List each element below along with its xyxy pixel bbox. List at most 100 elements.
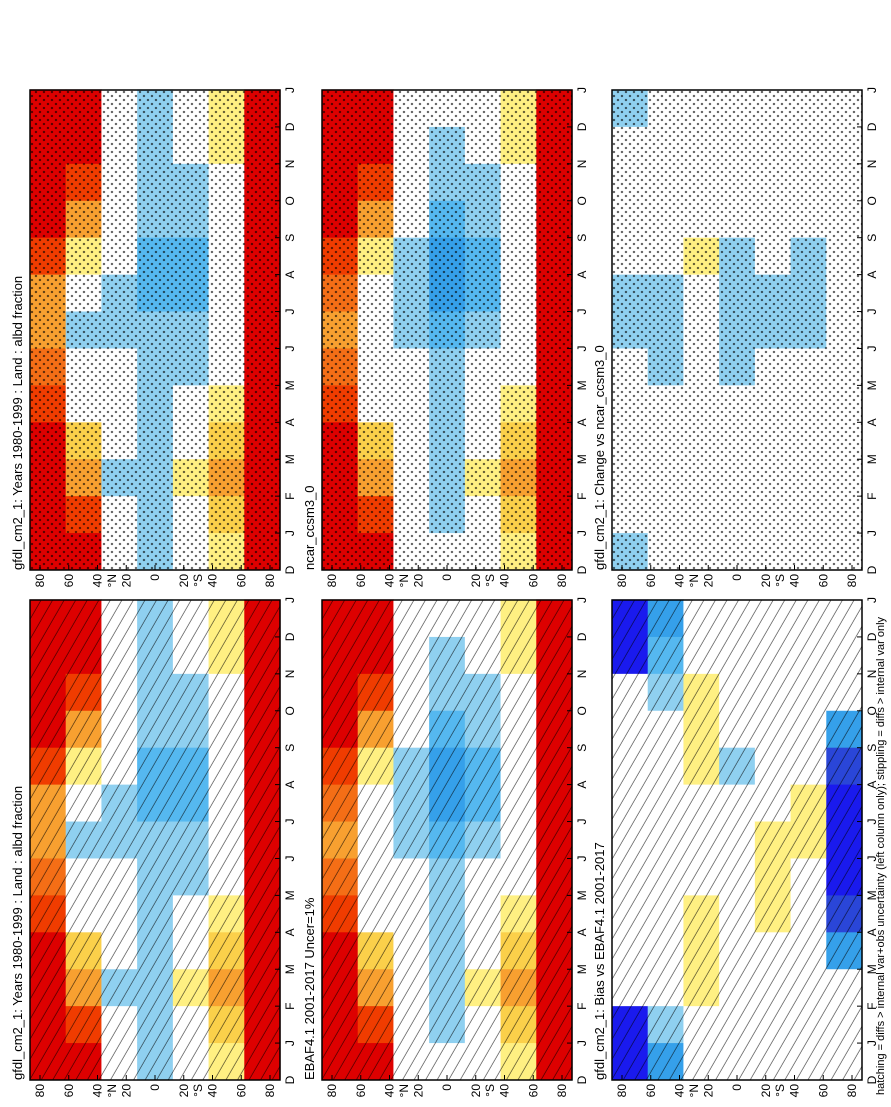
x-tick-label: D bbox=[865, 565, 879, 574]
hemisphere-north-label: °N bbox=[687, 574, 701, 587]
y-tick-label: 0 bbox=[730, 574, 744, 581]
y-tick-label: 60 bbox=[62, 574, 76, 588]
x-tick-label: M bbox=[283, 454, 297, 464]
y-tick-label: 20 bbox=[759, 1084, 773, 1098]
y-tick-label: 20 bbox=[759, 574, 773, 588]
x-tick-label: N bbox=[283, 670, 297, 679]
x-tick-label: J bbox=[283, 1040, 297, 1046]
x-tick-label: F bbox=[865, 1002, 879, 1009]
x-tick-label: J bbox=[865, 1040, 879, 1046]
x-tick-label: D bbox=[283, 1075, 297, 1084]
x-tick-label: J bbox=[865, 530, 879, 536]
heatmap-panel-2: gfdl_cm2_1: Bias vs EBAF4.1 2001-2017 D J F… bbox=[592, 597, 879, 1097]
x-tick-label: M bbox=[865, 964, 879, 974]
hemisphere-north-label: °N bbox=[105, 1084, 119, 1097]
y-tick-label: 20 bbox=[177, 1084, 191, 1098]
x-tick-label: O bbox=[865, 196, 879, 205]
x-tick-label: J bbox=[575, 345, 589, 351]
x-tick-label: F bbox=[575, 492, 589, 499]
x-tick-label: O bbox=[283, 196, 297, 205]
footer-note: hatching = diffs > internal var+obs unce… bbox=[875, 616, 887, 1095]
y-tick-label: 0 bbox=[730, 1084, 744, 1091]
y-tick-label: 20 bbox=[119, 1084, 133, 1098]
x-tick-label: S bbox=[575, 744, 589, 752]
x-tick-label: A bbox=[575, 271, 589, 279]
x-tick-label: M bbox=[865, 454, 879, 464]
y-tick-label: 60 bbox=[644, 1084, 658, 1098]
x-tick-label: O bbox=[283, 706, 297, 715]
panel-title: gfdl_cm2_1: Years 1980-1999 : Land : alb… bbox=[10, 276, 25, 570]
x-tick-label: J bbox=[575, 87, 589, 93]
x-tick-label: D bbox=[575, 632, 589, 641]
x-tick-label: A bbox=[283, 928, 297, 936]
x-tick-label: M bbox=[283, 890, 297, 900]
y-tick-label: 40 bbox=[206, 1084, 220, 1098]
y-tick-label: 40 bbox=[673, 574, 687, 588]
y-tick-label: 60 bbox=[526, 1084, 540, 1098]
x-tick-label: D bbox=[865, 632, 879, 641]
x-tick-label: J bbox=[575, 1040, 589, 1046]
y-tick-label: 40 bbox=[788, 574, 802, 588]
x-tick-label: J bbox=[575, 597, 589, 603]
y-tick-label: 80 bbox=[263, 1084, 277, 1098]
panel-title: gfdl_cm2_1: Change vs ncar_ccsm3_0 bbox=[592, 345, 607, 570]
x-tick-label: A bbox=[283, 781, 297, 789]
x-tick-label: S bbox=[865, 234, 879, 242]
x-tick-label: D bbox=[865, 122, 879, 131]
y-tick-label: 0 bbox=[148, 574, 162, 581]
y-tick-label: 20 bbox=[469, 574, 483, 588]
overlay-hatching bbox=[30, 600, 280, 1080]
y-tick-label: 20 bbox=[119, 574, 133, 588]
x-tick-label: J bbox=[865, 819, 879, 825]
x-tick-label: A bbox=[575, 781, 589, 789]
x-tick-label: A bbox=[575, 928, 589, 936]
x-tick-label: M bbox=[575, 380, 589, 390]
x-tick-label: J bbox=[283, 345, 297, 351]
x-tick-label: D bbox=[283, 565, 297, 574]
x-tick-label: M bbox=[283, 380, 297, 390]
x-tick-label: J bbox=[865, 87, 879, 93]
hemisphere-south-label: °S bbox=[483, 574, 497, 587]
y-tick-label: 40 bbox=[673, 1084, 687, 1098]
x-tick-label: F bbox=[575, 1002, 589, 1009]
x-tick-label: D bbox=[283, 122, 297, 131]
y-tick-label: 60 bbox=[234, 574, 248, 588]
x-tick-label: D bbox=[865, 1075, 879, 1084]
x-tick-label: F bbox=[283, 1002, 297, 1009]
x-tick-label: J bbox=[283, 597, 297, 603]
x-tick-label: J bbox=[283, 309, 297, 315]
x-tick-label: A bbox=[865, 781, 879, 789]
hemisphere-north-label: °N bbox=[687, 1084, 701, 1097]
x-tick-label: D bbox=[283, 632, 297, 641]
x-tick-label: J bbox=[865, 855, 879, 861]
x-tick-label: J bbox=[865, 309, 879, 315]
x-tick-label: O bbox=[575, 706, 589, 715]
y-tick-label: 80 bbox=[263, 574, 277, 588]
x-tick-label: S bbox=[283, 234, 297, 242]
panel-title: gfdl_cm2_1: Bias vs EBAF4.1 2001-2017 bbox=[592, 842, 607, 1080]
y-tick-label: 60 bbox=[354, 574, 368, 588]
heatmap-panel-1: EBAF4.1 2001-2017 Uncer=1% D J F M A M J J A S O N D J… bbox=[302, 597, 589, 1097]
y-tick-label: 80 bbox=[33, 1084, 47, 1098]
x-tick-label: J bbox=[575, 855, 589, 861]
x-tick-label: N bbox=[575, 160, 589, 169]
overlay-stippling bbox=[30, 90, 280, 570]
x-tick-label: M bbox=[575, 890, 589, 900]
x-tick-label: O bbox=[865, 706, 879, 715]
x-tick-label: N bbox=[283, 160, 297, 169]
y-tick-label: 60 bbox=[234, 1084, 248, 1098]
x-tick-label: F bbox=[283, 492, 297, 499]
x-tick-label: D bbox=[575, 565, 589, 574]
x-tick-label: A bbox=[283, 418, 297, 426]
hemisphere-south-label: °S bbox=[773, 1084, 787, 1097]
y-tick-label: 80 bbox=[845, 574, 859, 588]
x-tick-label: J bbox=[283, 530, 297, 536]
x-tick-label: A bbox=[575, 418, 589, 426]
x-tick-label: J bbox=[575, 819, 589, 825]
y-tick-label: 40 bbox=[383, 1084, 397, 1098]
y-tick-label: 80 bbox=[325, 1084, 339, 1098]
y-tick-label: 40 bbox=[206, 574, 220, 588]
y-tick-label: 40 bbox=[498, 574, 512, 588]
x-tick-label: N bbox=[865, 160, 879, 169]
y-tick-label: 80 bbox=[615, 574, 629, 588]
